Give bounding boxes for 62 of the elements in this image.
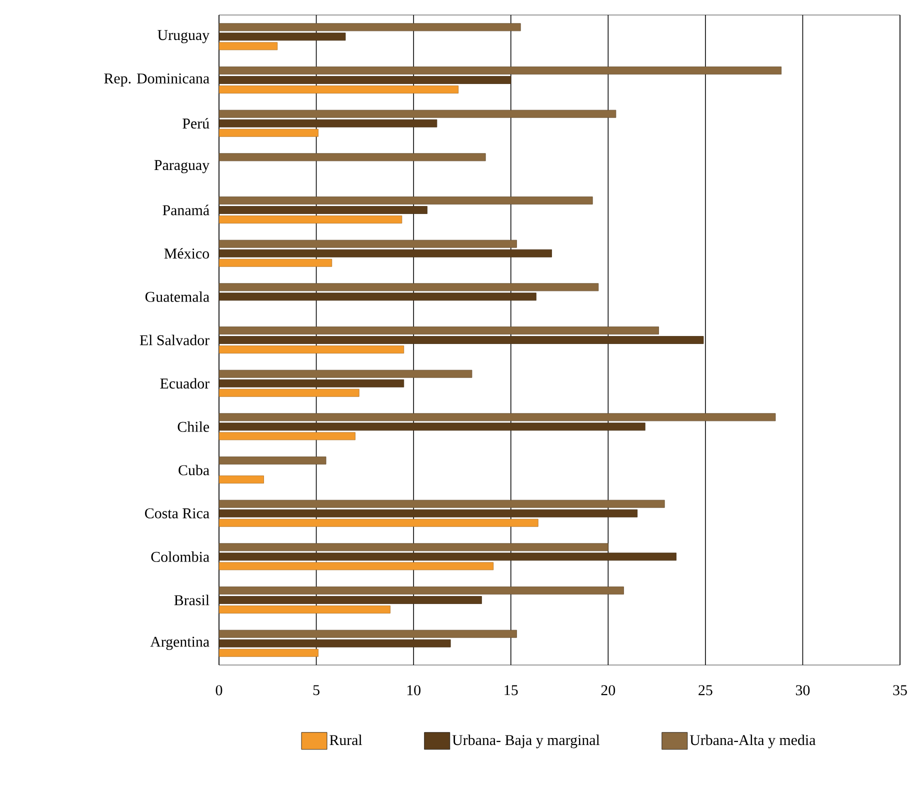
bar [219,422,646,431]
x-tick-label: 20 [601,685,616,696]
bar [219,326,659,334]
legend-label: Urbana- Baja y marginal [452,734,600,748]
y-tick-label: Chile [178,421,210,432]
y-tick-label: Paraguay [154,160,210,174]
legend-label: Rural [330,734,362,746]
bar [219,562,494,570]
bar [219,630,517,638]
bar [219,86,459,94]
bar [219,500,665,508]
bar [219,518,538,527]
y-tick-label: Colombia [151,551,210,562]
y-tick-label: Argentina [150,636,210,650]
x-tick-label: 15 [504,685,518,696]
bar [219,552,676,561]
bar [219,76,512,84]
y-tick-label: Panamá [162,204,210,216]
bar [219,388,360,397]
bar [219,596,482,604]
x-tick-label: 0 [216,685,222,696]
y-tick-label: Perú [182,118,210,129]
bar [219,119,438,128]
bar [219,456,326,464]
y-tick-label: Costa Rica [145,508,210,518]
y-tick-label: Uruguay [158,30,210,44]
bar [219,648,318,657]
x-tick-label: 10 [407,685,420,696]
bar [219,379,404,388]
bar [219,586,624,594]
x-tick-label: 25 [698,685,712,696]
y-tick-label: Guatemala [145,291,210,302]
y-tick-label: Cuba [178,464,210,476]
y-tick-label: México [164,248,210,259]
bar [219,336,704,344]
bar [219,110,616,118]
bar [219,292,536,301]
bar [219,370,472,378]
bar [219,346,404,354]
y-tick-label: Rep. Dominicana [104,73,210,87]
bar [219,66,782,74]
legend-label: Urbana-Alta y media [690,734,816,748]
bar [219,509,638,518]
bar [219,432,356,440]
x-tick-label: 35 [893,685,907,696]
bar [219,258,332,267]
x-tick-label: 30 [796,685,810,696]
bar [219,249,552,258]
bar [219,476,264,484]
bar [219,216,402,224]
y-tick-label: Brasil [174,594,210,606]
bar [219,128,318,137]
y-tick-label: El Salvador [140,334,210,346]
bar [219,206,428,214]
y-tick-label: Ecuador [160,378,210,389]
bar [219,606,390,614]
bar [219,42,278,50]
bar [219,196,593,204]
bar [219,240,517,248]
bar [219,32,346,41]
bar [219,639,451,648]
x-tick-label: 5 [313,685,320,696]
